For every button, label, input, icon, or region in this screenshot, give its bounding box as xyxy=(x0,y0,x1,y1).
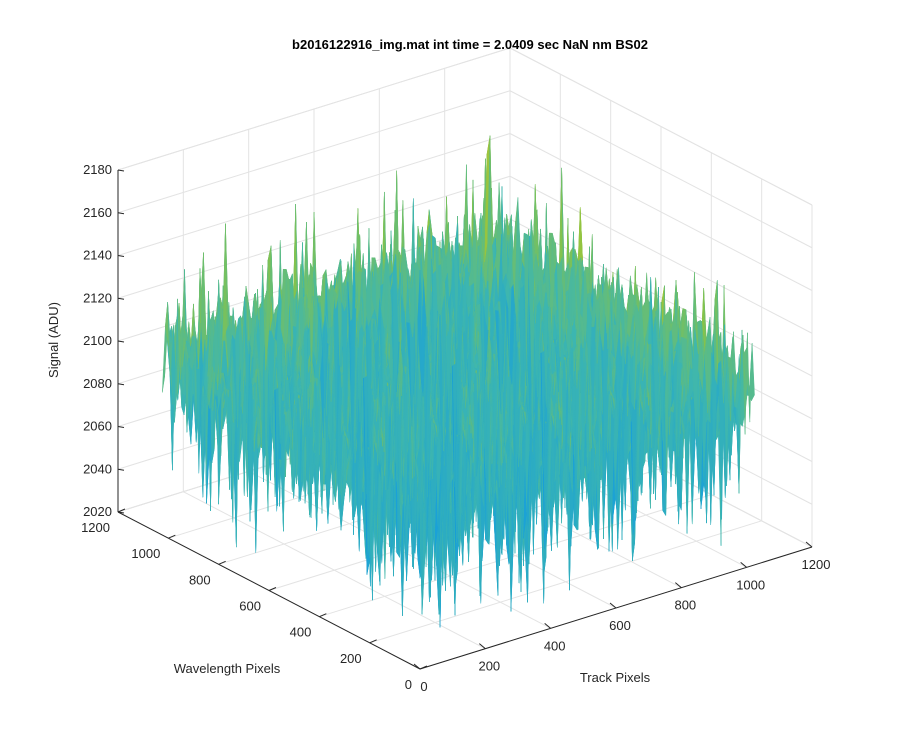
z-grid-back xyxy=(117,133,511,256)
z-grid-back xyxy=(117,90,511,214)
z-grid-side xyxy=(509,90,813,249)
z-grid-side xyxy=(509,133,813,291)
y-grid-floor xyxy=(319,494,712,618)
z-grid-side xyxy=(509,47,813,206)
z-grid-back xyxy=(117,47,511,171)
y-grid-floor xyxy=(369,520,762,644)
surface-layer xyxy=(162,135,755,628)
z-grid-side xyxy=(509,175,813,334)
